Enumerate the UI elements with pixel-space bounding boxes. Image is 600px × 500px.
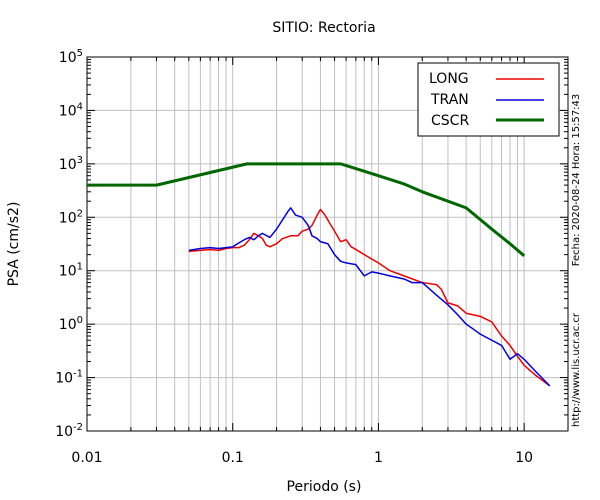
y-tick-label: 104 bbox=[59, 101, 83, 119]
y-tick-labels: 10-2 10-1 100 101 102 103 104 105 bbox=[55, 48, 83, 440]
series-line-tran bbox=[188, 207, 551, 387]
plot-frame bbox=[86, 56, 569, 432]
x-tick-label: 1 bbox=[374, 450, 383, 466]
legend-label-cscr: CSCR bbox=[431, 113, 469, 129]
y-tick-label: 103 bbox=[59, 155, 83, 173]
tick-marks bbox=[87, 56, 568, 432]
y-tick-label: 105 bbox=[59, 48, 83, 66]
series-line-cscr bbox=[87, 162, 526, 257]
timestamp-label: Fecha: 2020-08-24 Hora: 15:57:43 bbox=[571, 94, 582, 267]
y-tick-label: 101 bbox=[59, 262, 83, 280]
y-tick-label: 10-2 bbox=[55, 422, 83, 440]
y-tick-label: 10-1 bbox=[55, 369, 83, 387]
x-axis-label: Periodo (s) bbox=[287, 479, 362, 495]
legend-label-long: LONG bbox=[429, 71, 469, 87]
url-label: http://www.lis.ucr.ac.cr bbox=[571, 312, 582, 427]
chart-title: SITIO: Rectoria bbox=[272, 20, 375, 36]
y-tick-label: 100 bbox=[59, 315, 83, 333]
x-tick-label: 0.01 bbox=[71, 450, 102, 466]
legend: LONG TRAN CSCR bbox=[417, 62, 560, 137]
x-tick-labels: 0.01 0.1 1 10 bbox=[71, 450, 533, 466]
legend-label-tran: TRAN bbox=[430, 92, 469, 108]
x-tick-label: 0.1 bbox=[222, 450, 244, 466]
y-axis-label: PSA (cm/s2) bbox=[6, 202, 22, 287]
series-lines bbox=[87, 162, 551, 387]
y-tick-label: 102 bbox=[59, 208, 83, 226]
x-tick-label: 10 bbox=[515, 450, 533, 466]
series-line-long bbox=[188, 208, 551, 387]
